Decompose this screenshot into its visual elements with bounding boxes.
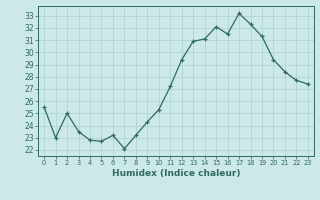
X-axis label: Humidex (Indice chaleur): Humidex (Indice chaleur) — [112, 169, 240, 178]
